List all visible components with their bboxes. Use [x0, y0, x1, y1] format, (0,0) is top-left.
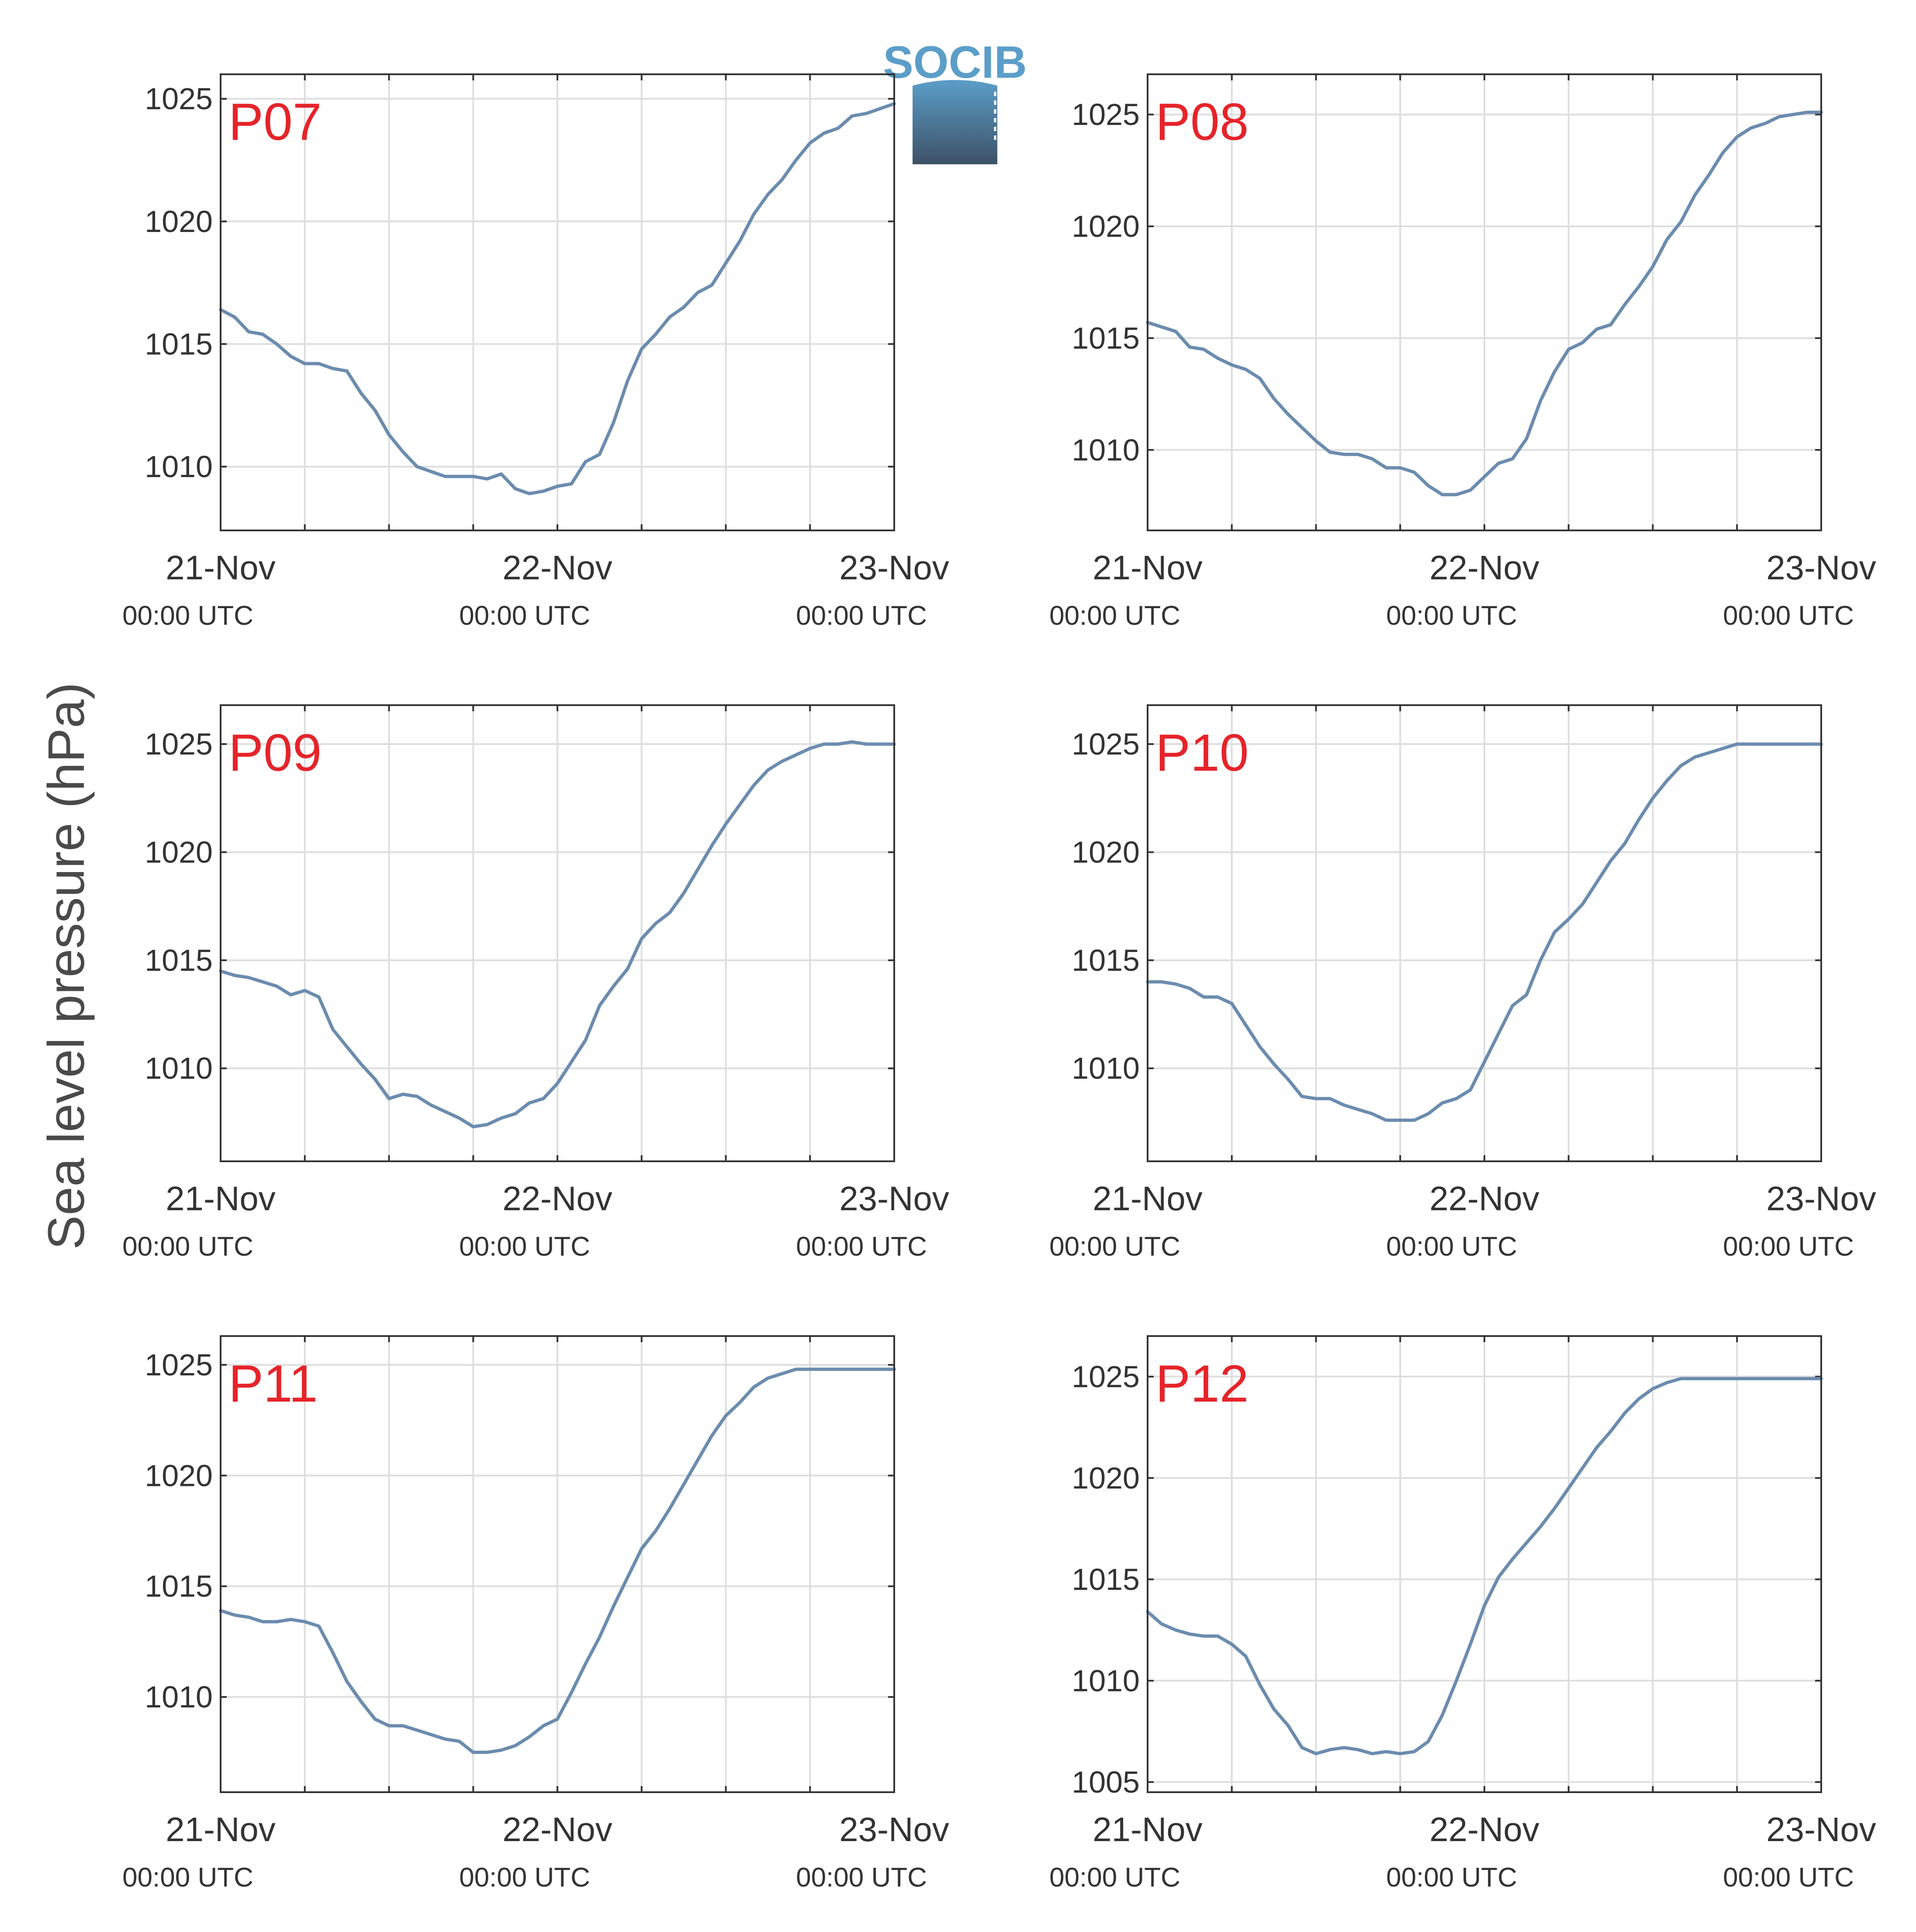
pressure-series-line — [219, 740, 896, 1129]
x-tick-date-label: 21-Nov — [166, 1810, 275, 1849]
y-tick-label: 1010 — [145, 1051, 213, 1085]
y-tick-label: 1010 — [145, 1680, 213, 1714]
pressure-series-line — [1146, 742, 1823, 1122]
x-tick-time-label: 00:00 UTC — [459, 601, 590, 631]
x-tick-date-label: 23-Nov — [839, 1179, 949, 1218]
y-tick-label: 1015 — [1072, 1562, 1140, 1596]
x-tick-time-label: 00:00 UTC — [1723, 1232, 1854, 1262]
x-tick-time-label: 00:00 UTC — [1049, 1863, 1180, 1893]
y-tick-label: 1010 — [1072, 433, 1140, 467]
panel-p12: 1005 1010 1015 1020 1025 P12 21-Nov 00:00 UTC 22… — [1049, 1335, 1876, 1893]
station-label: P09 — [228, 724, 322, 782]
pressure-series-line — [219, 102, 896, 495]
station-label: P08 — [1155, 93, 1249, 151]
y-tick-label: 1020 — [1072, 209, 1140, 243]
plot-frame — [1147, 704, 1822, 1162]
x-tick-date-label: 22-Nov — [1429, 1810, 1539, 1849]
y-tick-label: 1015 — [145, 327, 213, 361]
x-tick-time-label: 00:00 UTC — [1049, 601, 1180, 631]
y-tick-label: 1020 — [1072, 1461, 1140, 1495]
y-tick-label: 1020 — [1072, 835, 1140, 869]
y-tick-label: 1015 — [1072, 943, 1140, 977]
x-tick-date-label: 23-Nov — [839, 1810, 949, 1849]
y-tick-label: 1015 — [145, 1569, 213, 1603]
x-tick-time-label: 00:00 UTC — [1386, 1232, 1517, 1262]
plot-frame — [220, 1335, 895, 1793]
panel-p07: 1010 1015 1020 1025 P07 21-Nov 00:00 UTC 22-Nov… — [122, 73, 949, 631]
x-tick-date-label: 23-Nov — [1766, 548, 1876, 587]
socib-logo-text: SOCIB — [883, 37, 1027, 88]
y-tick-label: 1010 — [1072, 1051, 1140, 1085]
x-tick-time-label: 00:00 UTC — [1386, 1863, 1517, 1893]
x-tick-date-label: 22-Nov — [502, 1810, 612, 1849]
x-tick-time-label: 00:00 UTC — [459, 1232, 590, 1262]
panels: 1010 1015 1020 1025 P07 21-Nov 00:00 UTC 22-Nov… — [122, 73, 1876, 1893]
x-tick-time-label: 00:00 UTC — [1723, 601, 1854, 631]
station-label: P12 — [1155, 1354, 1249, 1413]
x-tick-time-label: 00:00 UTC — [1723, 1863, 1854, 1893]
x-tick-date-label: 21-Nov — [166, 548, 275, 587]
x-tick-time-label: 00:00 UTC — [796, 601, 927, 631]
socib-logo: SOCIB — [883, 37, 1027, 164]
y-tick-label: 1015 — [1072, 321, 1140, 355]
panel-p08: 1010 1015 1020 1025 P08 21-Nov 00:00 UTC 22-Nov… — [1049, 73, 1876, 631]
x-tick-date-label: 22-Nov — [1429, 548, 1539, 587]
panel-p10: 1010 1015 1020 1025 P10 21-Nov 00:00 UTC 22-Nov… — [1049, 704, 1876, 1262]
y-tick-label: 1010 — [1072, 1664, 1140, 1698]
x-tick-date-label: 21-Nov — [1093, 548, 1202, 587]
y-tick-label: 1025 — [1072, 97, 1140, 132]
y-tick-label: 1005 — [1072, 1765, 1140, 1799]
pressure-series-line — [1146, 1377, 1823, 1755]
y-tick-label: 1025 — [145, 82, 213, 116]
plot-frame — [1147, 1335, 1822, 1793]
x-tick-date-label: 22-Nov — [502, 1179, 612, 1218]
y-tick-label: 1020 — [145, 204, 213, 239]
y-tick-label: 1025 — [145, 727, 213, 761]
y-tick-label: 1020 — [145, 1458, 213, 1492]
y-tick-label: 1025 — [1072, 727, 1140, 761]
x-tick-time-label: 00:00 UTC — [122, 601, 253, 631]
x-tick-time-label: 00:00 UTC — [122, 1863, 253, 1893]
pressure-series-line — [1146, 111, 1823, 496]
station-label: P11 — [228, 1354, 318, 1413]
x-tick-time-label: 00:00 UTC — [1386, 601, 1517, 631]
x-tick-date-label: 21-Nov — [1093, 1179, 1202, 1218]
x-tick-date-label: 23-Nov — [839, 548, 949, 587]
plot-frame — [1147, 73, 1822, 531]
y-tick-label: 1020 — [145, 835, 213, 869]
y-axis-label: Sea level pressure (hPa) — [38, 682, 95, 1250]
y-tick-label: 1015 — [145, 943, 213, 977]
y-tick-label: 1025 — [145, 1348, 213, 1382]
x-tick-date-label: 22-Nov — [1429, 1179, 1539, 1218]
socib-logo-wave — [913, 80, 997, 164]
panel-p09: 1010 1015 1020 1025 P09 21-Nov 00:00 UTC 22-Nov… — [122, 704, 949, 1262]
station-label: P10 — [1155, 724, 1249, 782]
x-tick-time-label: 00:00 UTC — [796, 1232, 927, 1262]
x-tick-date-label: 23-Nov — [1766, 1179, 1876, 1218]
x-tick-time-label: 00:00 UTC — [796, 1863, 927, 1893]
plot-frame — [220, 704, 895, 1162]
x-tick-date-label: 22-Nov — [502, 548, 612, 587]
x-tick-time-label: 00:00 UTC — [459, 1863, 590, 1893]
x-tick-date-label: 23-Nov — [1766, 1810, 1876, 1849]
y-tick-label: 1010 — [145, 450, 213, 484]
station-label: P07 — [228, 93, 322, 151]
y-tick-label: 1025 — [1072, 1360, 1140, 1394]
x-tick-date-label: 21-Nov — [166, 1179, 275, 1218]
x-tick-date-label: 21-Nov — [1093, 1810, 1202, 1849]
plot-frame — [220, 73, 895, 531]
panel-p11: 1010 1015 1020 1025 P11 21-Nov 00:00 UTC 22-Nov… — [122, 1335, 949, 1893]
x-tick-time-label: 00:00 UTC — [122, 1232, 253, 1262]
pressure-series-line — [219, 1368, 896, 1754]
x-tick-time-label: 00:00 UTC — [1049, 1232, 1180, 1262]
